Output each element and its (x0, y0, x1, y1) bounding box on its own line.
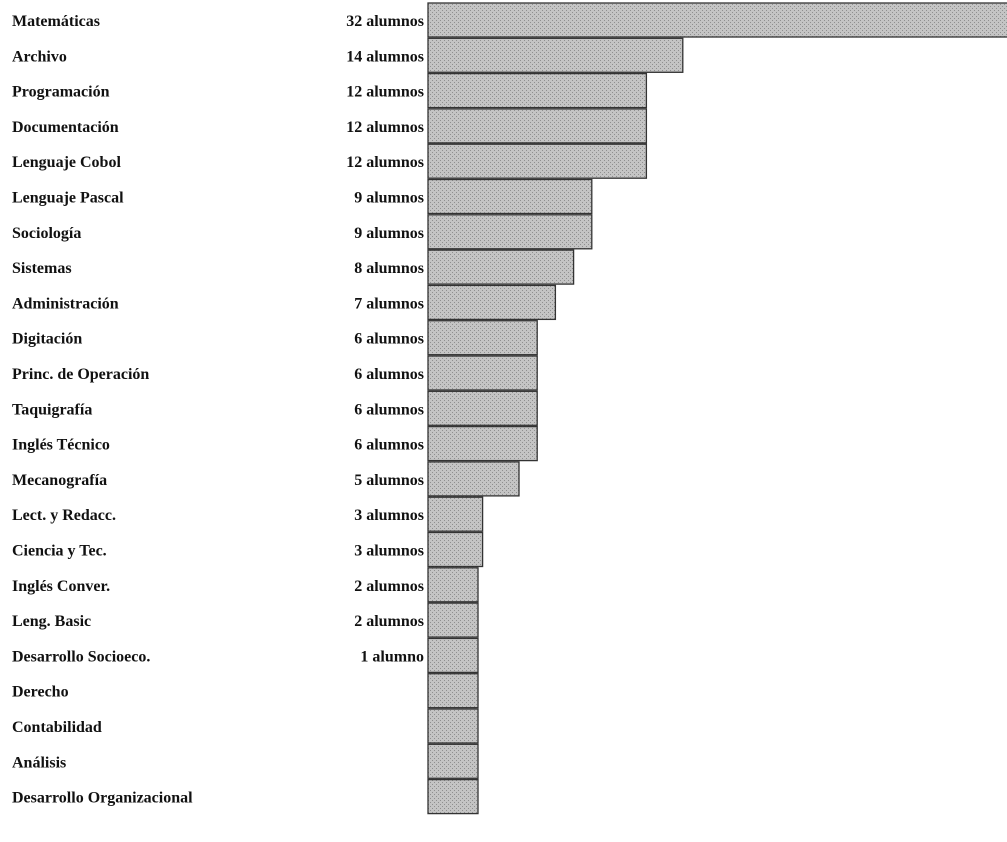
bar (427, 602, 479, 638)
value-label: 3 alumnos (354, 543, 424, 560)
value-label: 2 alumnos (354, 613, 424, 630)
value-label: 1 alumno (360, 648, 424, 665)
value-label: 12 alumnos (346, 119, 424, 136)
value-label: 5 alumnos (354, 472, 424, 489)
value-label: 9 alumnos (354, 190, 424, 207)
category-label: Contabilidad (12, 719, 102, 736)
bar (427, 567, 479, 603)
value-label: 8 alumnos (354, 260, 424, 277)
bar (427, 108, 648, 144)
bars-group (427, 2, 1007, 815)
value-label: 12 alumnos (346, 154, 424, 171)
category-label: Archivo (12, 48, 67, 65)
value-label: 32 alumnos (346, 13, 424, 30)
bar (427, 531, 484, 568)
bar (427, 72, 648, 109)
category-label: Mecanografía (12, 472, 107, 489)
bar (427, 214, 593, 250)
value-label: 14 alumnos (346, 48, 424, 65)
bar (427, 778, 479, 815)
category-label: Sociología (12, 225, 81, 242)
category-label: Leng. Basic (12, 613, 91, 630)
category-label: Digitación (12, 331, 82, 348)
bar (427, 178, 593, 215)
category-label: Lenguaje Cobol (12, 154, 121, 171)
category-label: Princ. de Operación (12, 366, 149, 383)
category-label: Lect. y Redacc. (12, 507, 116, 524)
bar (427, 355, 538, 391)
category-label: Inglés Conver. (12, 578, 110, 595)
value-label: 6 alumnos (354, 401, 424, 418)
category-label: Inglés Técnico (12, 437, 110, 454)
bar (427, 496, 484, 532)
value-label: 6 alumnos (354, 366, 424, 383)
value-label: 12 alumnos (346, 84, 424, 101)
category-label: Documentación (12, 119, 119, 136)
category-label: Programación (12, 84, 110, 101)
bar (427, 143, 648, 179)
category-label: Análisis (12, 754, 66, 771)
category-label: Ciencia y Tec. (12, 543, 107, 560)
category-label: Derecho (12, 684, 69, 701)
category-label: Desarrollo Organizacional (12, 790, 193, 807)
category-label: Lenguaje Pascal (12, 190, 124, 207)
bar (427, 320, 538, 356)
bar (427, 249, 575, 285)
bar (427, 425, 538, 462)
category-label: Administración (12, 295, 119, 312)
value-label: 6 alumnos (354, 331, 424, 348)
bar (427, 743, 479, 779)
category-label: Matemáticas (12, 13, 100, 30)
bar (427, 637, 479, 674)
value-label: 7 alumnos (354, 295, 424, 312)
bar (427, 673, 479, 709)
labels-group: Matemáticas 32 alumnos Archivo 14 alumnos Pr… (12, 13, 424, 807)
bar (427, 2, 1007, 38)
value-label: 2 alumnos (354, 578, 424, 595)
bar (427, 284, 557, 321)
bar (427, 708, 479, 744)
category-label: Sistemas (12, 260, 72, 277)
bar (427, 461, 520, 497)
bar (427, 37, 684, 73)
value-label: 9 alumnos (354, 225, 424, 242)
value-label: 6 alumnos (354, 437, 424, 454)
value-label: 3 alumnos (354, 507, 424, 524)
category-label: Taquigrafía (12, 401, 92, 418)
bar (427, 390, 538, 426)
category-label: Desarrollo Socioeco. (12, 648, 150, 665)
